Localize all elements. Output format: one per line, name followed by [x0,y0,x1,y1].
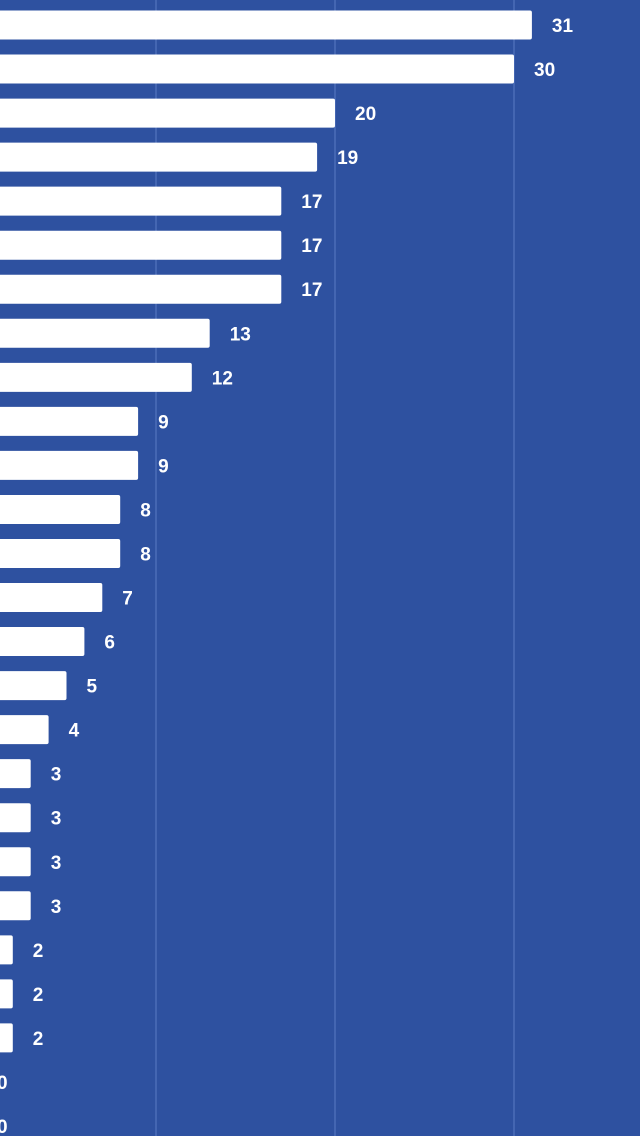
data-label: 4 [69,721,80,742]
bar [0,406,139,436]
data-label: 20 [355,104,376,125]
bar [0,274,282,304]
data-label: 6 [104,633,115,654]
data-label: 31 [552,16,574,37]
data-label: 2 [33,941,44,962]
bar [0,847,31,877]
data-label: 7 [122,589,133,610]
bar [0,142,318,172]
data-label: 8 [140,500,151,521]
data-label: 17 [301,192,322,213]
data-label: 3 [51,853,62,874]
data-label: 3 [51,765,62,786]
bar [0,98,335,128]
bar [0,10,532,40]
bar [0,627,85,657]
bar [0,715,49,745]
data-label: 0 [0,1117,8,1136]
data-label: 12 [212,368,233,389]
bar [0,538,121,568]
bar [0,935,13,965]
bar [0,494,121,524]
data-label: 2 [33,985,44,1006]
data-label: 30 [534,60,555,81]
bar [0,362,192,392]
bar [0,318,210,348]
data-label: 3 [51,809,62,830]
data-label: 17 [301,280,322,301]
bar [0,186,282,216]
bar [0,671,67,701]
bar [0,759,31,789]
bar [0,450,139,480]
data-label: 2 [33,1029,44,1050]
data-label: 9 [158,412,169,433]
bar [0,979,13,1009]
data-label: 5 [87,677,98,698]
bar [0,803,31,833]
data-label: 0 [0,1073,8,1094]
data-label: 13 [230,324,251,345]
data-label: 19 [337,148,358,169]
bar [0,891,31,921]
bar [0,1023,13,1053]
data-label: 17 [301,236,322,257]
bar [0,54,514,84]
data-label: 9 [158,456,169,477]
bar [0,230,282,260]
bar [0,583,103,613]
data-label: 8 [140,544,151,565]
data-label: 3 [51,897,62,918]
